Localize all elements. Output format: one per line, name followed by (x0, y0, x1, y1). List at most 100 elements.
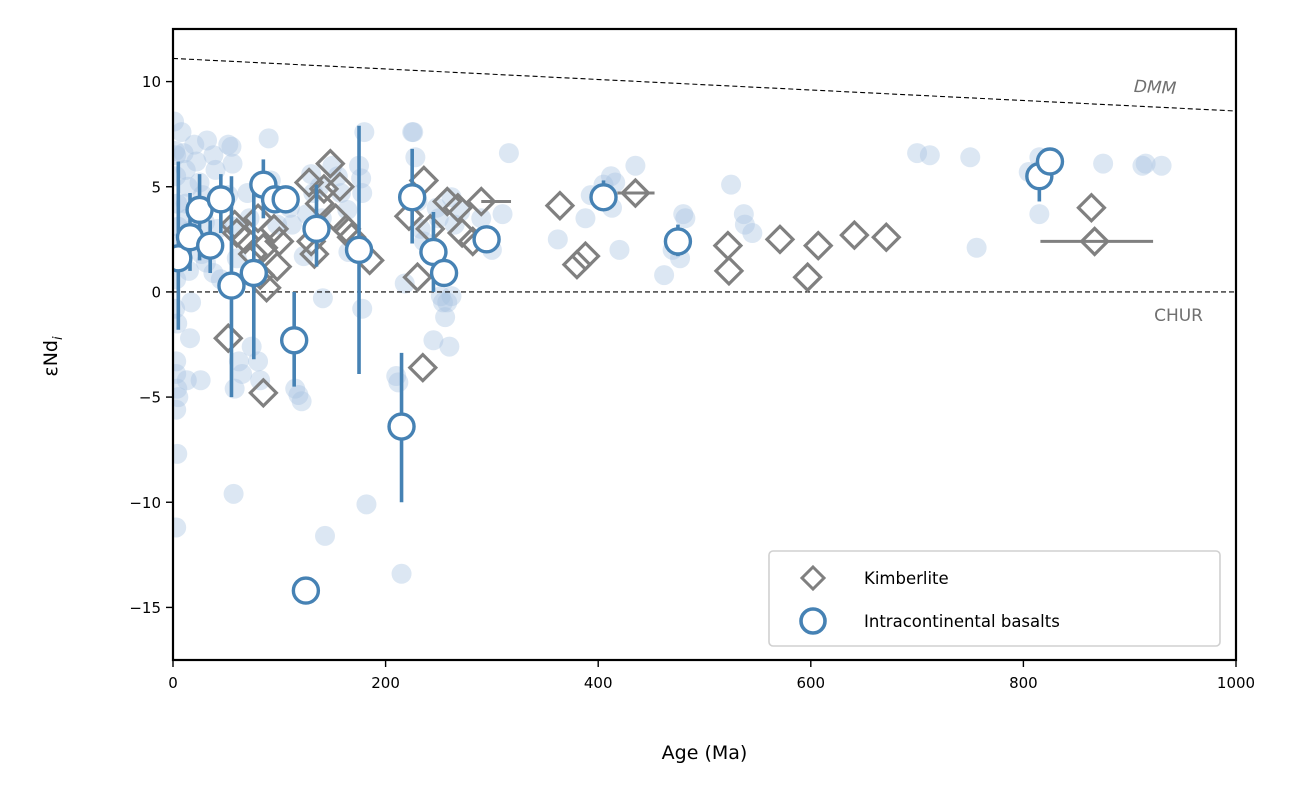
background-point (173, 387, 189, 408)
background-point (609, 239, 630, 260)
background-point (337, 199, 358, 220)
background-point (218, 134, 239, 155)
kimberlite-point (308, 173, 340, 205)
background-point (441, 286, 462, 307)
kimberlite-point (1076, 192, 1107, 224)
kimberlite-point (264, 226, 295, 257)
background-point (312, 288, 333, 309)
background-point (241, 336, 262, 357)
kimberlite-point (1079, 226, 1110, 257)
basalt-point (589, 183, 618, 212)
y-tick-label: −10 (129, 494, 161, 512)
background-point (203, 145, 224, 166)
background-point (600, 166, 621, 187)
background-point (742, 223, 763, 244)
background-point (177, 176, 198, 197)
y-axis: −15 −10 −5 0 5 10 (129, 73, 173, 617)
basalt-point (206, 185, 236, 214)
kimberlite-point (713, 255, 745, 287)
kimberlite-point (802, 230, 834, 261)
y-tick-label: 10 (142, 73, 161, 91)
background-point (173, 122, 192, 143)
y-tick-label: 5 (151, 178, 161, 196)
dmm-line (173, 57, 1236, 112)
background-point (394, 273, 415, 294)
legend-label: Kimberlite (864, 569, 949, 588)
background-point (356, 494, 377, 515)
kimberlite-point (871, 221, 902, 253)
basalt-point (217, 271, 246, 300)
background-point (223, 483, 244, 504)
background-point (285, 378, 306, 399)
kimberlite-point (393, 200, 425, 232)
background-point (173, 351, 187, 372)
x-tick-label: 600 (796, 674, 825, 692)
basalt-point (429, 258, 459, 288)
background-point (248, 351, 269, 372)
background-point (498, 143, 519, 164)
background-point (907, 143, 928, 164)
background-point (734, 214, 755, 235)
kimberlite-point (258, 213, 290, 245)
kimberlite-point (402, 261, 433, 293)
background-point (203, 262, 224, 283)
background-point (388, 372, 409, 393)
background-point (228, 351, 249, 372)
y-axis-title-main: εNd (40, 340, 62, 377)
y-axis-title-subscript: i (51, 336, 66, 340)
background-point (173, 143, 194, 164)
x-axis-title: Age (Ma) (662, 742, 748, 764)
background-point (184, 134, 205, 155)
background-point (654, 265, 675, 286)
legend-circle-icon (799, 607, 827, 635)
background-point (960, 147, 981, 168)
background-point (437, 292, 458, 313)
background-point (173, 111, 185, 132)
background-point (250, 370, 271, 391)
background-point (224, 378, 245, 399)
background-point (173, 145, 187, 166)
background-point (966, 237, 987, 258)
background-point (186, 151, 207, 172)
background-point (173, 378, 188, 399)
basalt-point (663, 227, 693, 256)
background-point (733, 204, 754, 225)
y-tick-label: −15 (129, 599, 161, 617)
kimberlite-point (620, 177, 651, 209)
reference-lines-layer (173, 57, 1236, 293)
background-point (180, 328, 201, 349)
background-point (721, 174, 742, 195)
x-tick-label: 400 (584, 674, 613, 692)
background-point (173, 517, 187, 538)
background-point (222, 153, 243, 174)
kimberlite-point (261, 251, 293, 282)
background-point (1135, 153, 1156, 174)
background-point (173, 399, 187, 420)
background-point (441, 187, 462, 208)
dmm-label: DMM (1133, 77, 1177, 99)
y-axis-title: εNdi (40, 336, 66, 377)
background-point (426, 197, 447, 218)
x-tick-label: 0 (168, 674, 178, 692)
y-tick-label: 0 (151, 283, 161, 301)
background-point (175, 159, 196, 180)
kimberlite-point (242, 203, 274, 234)
x-tick-label: 200 (371, 674, 400, 692)
basalt-layer (173, 125, 1065, 605)
background-point (625, 155, 646, 176)
kimberlite-point (466, 186, 497, 217)
x-tick-label: 1000 (1217, 674, 1255, 692)
basalt-point (387, 412, 416, 441)
y-tick-label: −5 (139, 389, 161, 407)
kimberlite-point (315, 148, 346, 179)
basalt-point (173, 244, 193, 273)
background-point (288, 384, 309, 405)
background-point (1132, 155, 1153, 176)
basalt-point (344, 235, 374, 265)
kimberlite-point (248, 377, 279, 409)
kimberlite-point (299, 238, 330, 270)
background-point (352, 298, 373, 319)
basalt-point (196, 231, 225, 260)
background-point (173, 443, 188, 464)
